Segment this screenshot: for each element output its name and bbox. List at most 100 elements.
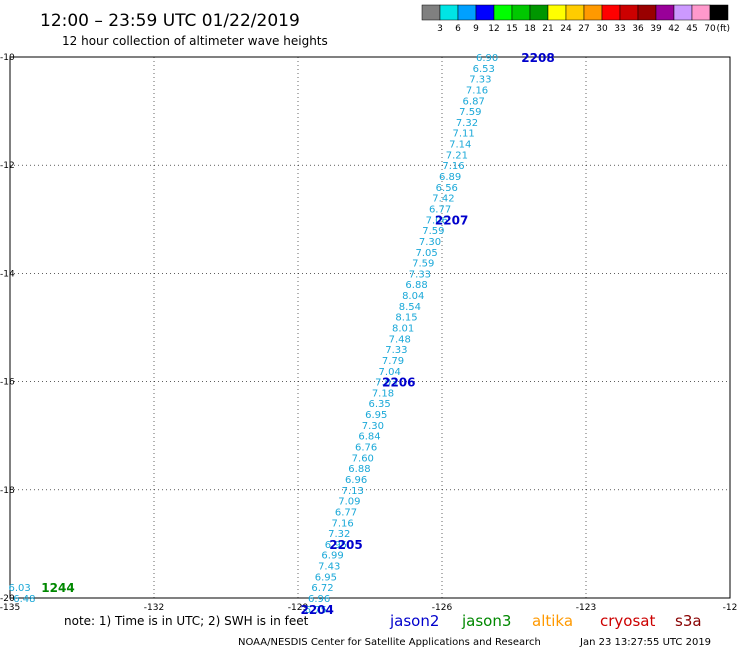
colorbar-swatch: [655, 4, 675, 21]
swh-value: 7.43: [318, 562, 340, 573]
swh-value: 7.09: [338, 497, 360, 508]
swh-value: 7.05: [416, 248, 438, 259]
swh-value: 7.60: [352, 453, 374, 464]
colorbar-swatch: [637, 4, 657, 21]
swh-value: 6.35: [368, 399, 390, 410]
colorbar-swatch: [421, 4, 441, 21]
chart-title: 12:00 – 23:59 UTC 01/22/2019: [40, 11, 300, 31]
swh-value: 7.14: [449, 140, 471, 151]
colorbar-label: 3: [437, 24, 443, 34]
colorbar-label: 9: [473, 24, 479, 34]
pass-time-label: 2208: [521, 51, 554, 65]
pass-time-label: 2204: [300, 603, 333, 617]
legend-altika: altika: [532, 612, 573, 630]
colorbar-swatch: [583, 4, 603, 21]
colorbar-swatch: [475, 4, 495, 21]
swh-value: 6.77: [429, 204, 451, 215]
swh-value: 7.13: [342, 486, 364, 497]
colorbar-label: 33: [614, 24, 625, 34]
colorbar-swatch: [493, 4, 513, 21]
plot-frame: [9, 56, 731, 599]
x-tick-label: -135: [0, 603, 20, 613]
colorbar-unit: (ft): [716, 24, 730, 34]
colorbar-label: 6: [455, 24, 461, 34]
colorbar-label: 27: [578, 24, 589, 34]
swh-value: 7.33: [409, 269, 431, 280]
swh-value: 7.79: [382, 356, 404, 367]
swh-value: 8.54: [399, 302, 421, 313]
legend-cryosat: cryosat: [600, 612, 655, 630]
colorbar-label: 18: [524, 24, 536, 34]
x-tick-label: -12: [723, 603, 738, 613]
footer-timestamp: Jan 23 13:27:55 UTC 2019: [579, 637, 711, 648]
swh-value: 6.48: [13, 594, 35, 605]
footer-credit: NOAA/NESDIS Center for Satellite Applica…: [238, 637, 541, 648]
colorbar-swatch: [565, 4, 585, 21]
swh-value: 6.84: [358, 432, 380, 443]
swh-value: 7.16: [466, 85, 488, 96]
swh-value: 7.59: [422, 226, 444, 237]
satellite-legend: jason2 jason3 altika cryosat s3a: [389, 612, 702, 630]
swh-value: 8.01: [392, 324, 414, 335]
legend-s3a: s3a: [675, 612, 702, 630]
pass-time-label: 1244: [41, 581, 74, 595]
colorbar-label: 12: [488, 24, 499, 34]
colorbar-swatch: [547, 4, 567, 21]
swh-value: 6.89: [439, 172, 461, 183]
pass-time-label: 2205: [329, 538, 362, 552]
swh-value: 6.77: [335, 507, 357, 518]
colorbar-swatch: [457, 4, 477, 21]
colorbar-swatch: [601, 4, 621, 21]
y-tick-label: -16: [0, 378, 15, 388]
swh-value: 6.88: [405, 280, 427, 291]
swh-value: 6.99: [321, 551, 343, 562]
swh-value: 7.32: [456, 118, 478, 129]
data-marks: 6.906.537.337.166.877.597.327.117.147.21…: [8, 51, 554, 617]
swh-value: 6.53: [473, 64, 495, 75]
pass-time-label: 2206: [382, 376, 415, 390]
colorbar-swatch: [709, 4, 729, 21]
swh-value: 7.33: [469, 75, 491, 86]
map-grid: [10, 57, 730, 598]
swh-value: 6.96: [345, 475, 367, 486]
swh-value: 6.03: [8, 583, 30, 594]
swh-value: 7.16: [442, 161, 464, 172]
swh-value: 7.30: [362, 421, 384, 432]
swh-value: 7.30: [419, 237, 441, 248]
swh-value: 6.90: [476, 53, 498, 64]
y-tick-label: -18: [0, 486, 15, 496]
colorbar-label: 45: [686, 24, 697, 34]
colorbar-label: 39: [650, 24, 662, 34]
colorbar-label: 30: [596, 24, 608, 34]
chart-subtitle: 12 hour collection of altimeter wave hei…: [62, 34, 328, 48]
swh-value: 8.04: [402, 291, 424, 302]
swh-value: 7.48: [389, 334, 411, 345]
colorbar-label: 21: [542, 24, 553, 34]
axis-ticks: -135 -132 -129 -126 -123 -12 -20 -18 -16 -14 -12 -1…: [0, 53, 737, 613]
colorbar: 3 6 9 12 15 18 21 24 27 30 33 36 39 42 45 70 (ft): [421, 4, 730, 34]
x-tick-label: -132: [144, 603, 164, 613]
swh-value: 7.03: [375, 378, 397, 389]
colorbar-swatch: [673, 4, 693, 21]
swh-value: 6.75: [305, 605, 327, 616]
swh-value: 6.72: [311, 583, 333, 594]
swh-value: 6.87: [463, 96, 485, 107]
swh-value: 7.59: [412, 259, 434, 270]
swh-value: 6.88: [348, 464, 370, 475]
x-tick-label: -129: [288, 603, 309, 613]
swh-value: 7.04: [379, 367, 401, 378]
y-tick-label: -10: [0, 53, 15, 63]
legend-jason2: jason2: [389, 612, 439, 630]
x-tick-label: -123: [576, 603, 596, 613]
colorbar-label: 42: [668, 24, 679, 34]
colorbar-swatch: [511, 4, 531, 21]
swh-value: 7.11: [452, 129, 474, 140]
note-text: note: 1) Time is in UTC; 2) SWH is in fe…: [64, 614, 309, 628]
colorbar-label: 15: [506, 24, 517, 34]
swh-value: 6.95: [365, 410, 387, 421]
x-tick-label: -126: [432, 603, 453, 613]
swh-value: 7.18: [372, 388, 394, 399]
pass-time-label: 2207: [435, 213, 468, 227]
y-tick-label: -20: [0, 594, 15, 604]
